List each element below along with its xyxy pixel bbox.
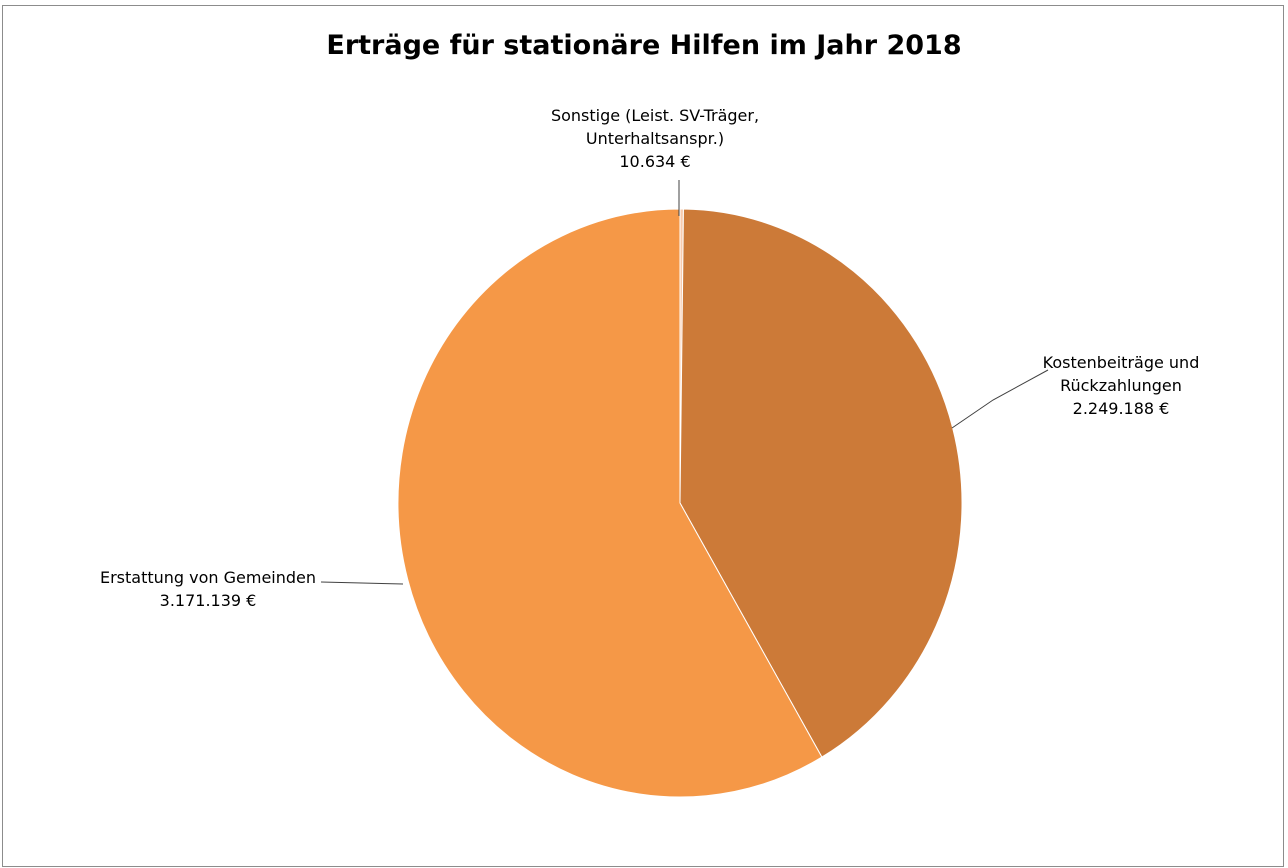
data-label-category: Erstattung von Gemeinden (100, 568, 316, 587)
pie-slice-3 (397, 208, 823, 798)
data-label-3: Erstattung von Gemeinden 3.171.139 € (100, 568, 316, 610)
data-labels: Sonstige (Leist. SV-Träger, Unterhaltsans… (100, 106, 1199, 610)
leader-line-3 (320, 581, 404, 585)
data-label-category: Sonstige (Leist. SV-Träger, (551, 106, 759, 125)
data-label-value: 3.171.139 € (160, 591, 257, 610)
data-label-1: Sonstige (Leist. SV-Träger, Unterhaltsans… (551, 106, 759, 171)
pie-slices (397, 208, 963, 798)
chart-frame: Erträge für stationäre Hilfen im Jahr 20… (2, 5, 1284, 867)
data-label-value: 10.634 € (619, 152, 690, 171)
data-label-value: 2.249.188 € (1073, 399, 1170, 418)
data-label-2: Kostenbeiträge und Rückzahlungen 2.249.188… (1043, 353, 1200, 418)
data-label-category: Unterhaltsanspr.) (586, 129, 724, 148)
leader-line-2 (951, 369, 1049, 429)
data-label-category: Rückzahlungen (1060, 376, 1182, 395)
data-label-category: Kostenbeiträge und (1043, 353, 1200, 372)
pie-chart: Erträge für stationäre Hilfen im Jahr 20… (100, 30, 1199, 798)
chart-title: Erträge für stationäre Hilfen im Jahr 20… (326, 30, 961, 61)
pie-slice-2 (679, 208, 963, 758)
leader-lines (320, 180, 1049, 585)
